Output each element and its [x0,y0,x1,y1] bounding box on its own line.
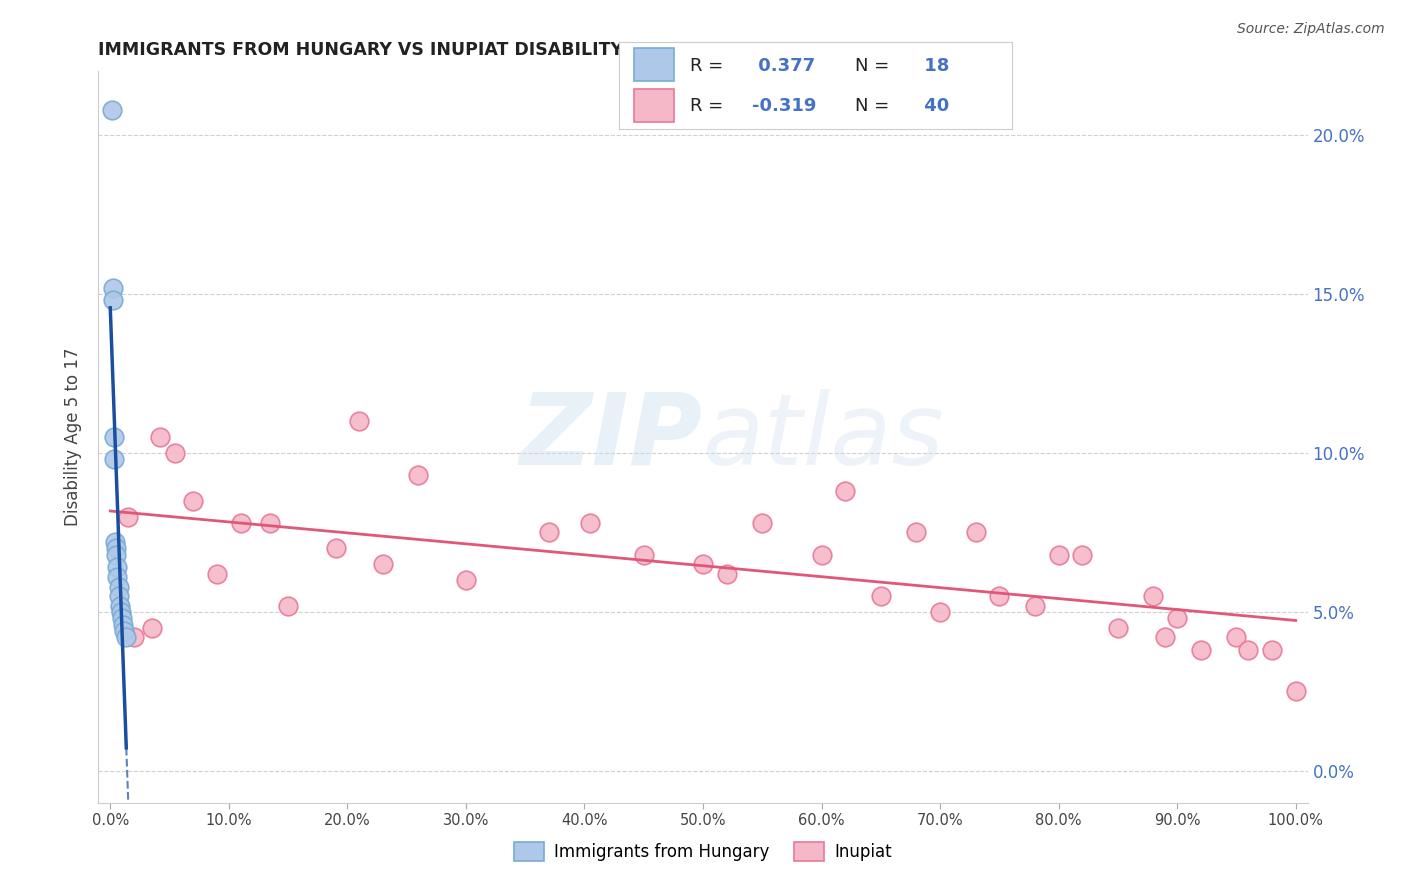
Point [105,548,128,562]
Point [114,631,136,645]
Point [141,621,163,635]
Point [277,599,299,613]
Text: Source: ZipAtlas.com: Source: ZipAtlas.com [1237,22,1385,37]
Point [1166,611,1188,625]
Text: R =: R = [689,96,728,115]
Point [1154,631,1177,645]
Legend: Immigrants from Hungary, Inupiat: Immigrants from Hungary, Inupiat [508,835,898,868]
Point [1285,684,1308,698]
Text: atlas: atlas [703,389,945,485]
Point [181,493,204,508]
Text: IMMIGRANTS FROM HUNGARY VS INUPIAT DISABILITY AGE 5 TO 17 CORRELATION CHART: IMMIGRANTS FROM HUNGARY VS INUPIAT DISAB… [98,41,965,59]
Point [929,605,952,619]
Point [633,548,655,562]
Point [1261,643,1284,657]
Point [111,611,134,625]
Text: 18: 18 [918,56,949,75]
Point [101,103,124,117]
Point [408,468,430,483]
Point [716,566,738,581]
Point [347,414,370,428]
Point [905,525,928,540]
Point [122,631,145,645]
Point [325,541,347,556]
Point [112,617,135,632]
FancyBboxPatch shape [634,89,673,122]
Text: R =: R = [689,56,728,75]
Point [107,580,129,594]
Point [110,605,132,619]
Point [259,516,281,530]
Point [1225,631,1247,645]
Point [1142,589,1164,603]
Text: -0.319: -0.319 [752,96,817,115]
Text: N =: N = [855,56,894,75]
Point [1237,643,1260,657]
Point [1071,548,1094,562]
Point [810,548,832,562]
Point [105,570,128,584]
Point [101,280,124,294]
Point [103,293,125,308]
Point [105,560,128,574]
Point [371,558,394,572]
Point [229,516,252,530]
Point [1107,621,1129,635]
Point [692,558,714,572]
Point [1024,599,1046,613]
Point [108,589,131,603]
Point [965,525,987,540]
Point [165,446,187,460]
Text: 0.377: 0.377 [752,56,815,75]
Point [104,541,127,556]
Point [108,599,131,613]
Point [1189,643,1212,657]
Point [103,430,125,444]
Point [537,525,560,540]
Point [579,516,602,530]
Y-axis label: Disability Age 5 to 17: Disability Age 5 to 17 [65,348,83,526]
Point [104,535,127,549]
Point [988,589,1011,603]
Point [114,624,136,638]
Point [103,452,125,467]
FancyBboxPatch shape [634,48,673,81]
Point [149,430,172,444]
Point [205,566,228,581]
Point [869,589,891,603]
Point [117,509,139,524]
Text: N =: N = [855,96,894,115]
Point [454,573,477,587]
Text: ZIP: ZIP [520,389,703,485]
Point [834,484,856,499]
Text: 40: 40 [918,96,949,115]
Point [1047,548,1070,562]
Point [751,516,773,530]
